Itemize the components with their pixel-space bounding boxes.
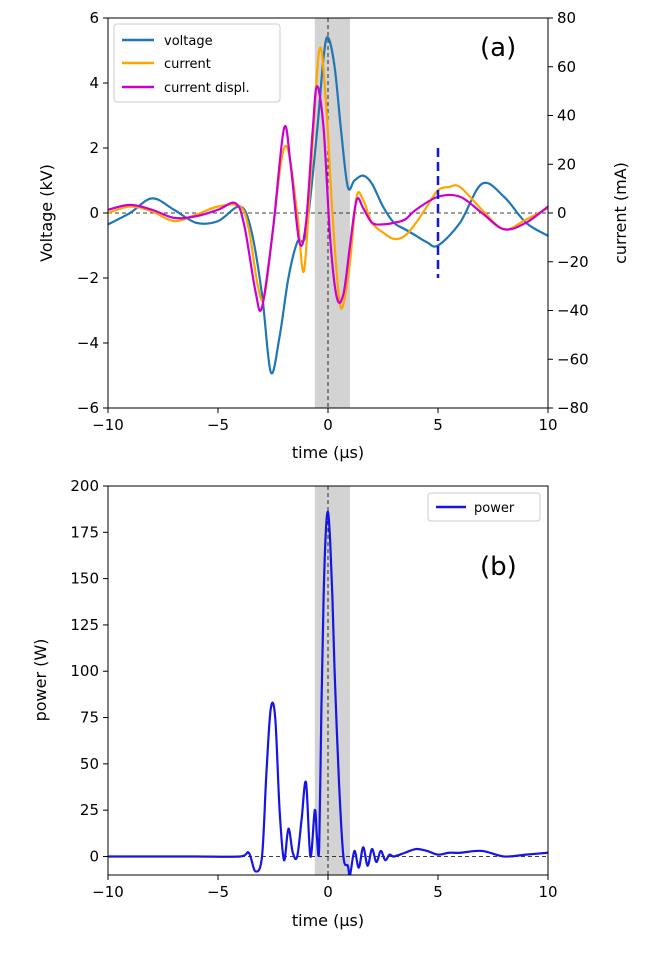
x-axis-label-a: time (μs) [292,443,364,462]
y-tick-label: 200 [70,477,99,495]
y-tick-label: 6 [89,9,99,27]
x-tick-label: 10 [538,883,557,901]
legend-b: power [427,492,541,522]
y-tick-label: 2 [89,139,99,157]
y-tick-label: −2 [77,269,99,287]
x-tick-label: −5 [207,416,229,434]
series-line-current-displ [108,85,548,313]
y-tick-label: 125 [70,616,99,634]
x-tick-label: 0 [323,416,333,434]
y2-tick-label: −40 [557,302,589,320]
x-axis-label-b: time (μs) [292,911,364,930]
panel-label-b: (b) [480,552,517,582]
y-tick-label: 4 [89,74,99,92]
y2-tick-label: 0 [557,204,567,222]
x-tick-label: 5 [433,883,443,901]
y-tick-label: 175 [70,523,99,541]
y2-tick-label: −60 [557,350,589,368]
x-tick-label: −5 [207,883,229,901]
y-axis-label-a: Voltage (kV) [37,164,56,262]
x-tick-label: 10 [538,416,557,434]
x-tick-label: 0 [323,883,333,901]
panel-label-a: (a) [480,33,516,63]
x-tick-label: −10 [92,883,124,901]
y-tick-label: −4 [77,334,99,352]
legend-box-a [113,23,281,103]
series-line-current [108,46,548,310]
y-tick-label: 50 [80,755,99,773]
y2-tick-label: 80 [557,9,576,27]
legend-a: voltage current current displ. [113,23,281,103]
y-tick-label: −6 [77,399,99,417]
y2-tick-label: 60 [557,58,576,76]
y2-axis-label-a: current (mA) [611,162,630,264]
legend-label-current-displ: current displ. [164,81,250,96]
series-line-voltage [108,36,548,375]
y-tick-label: 150 [70,570,99,588]
y-tick-label: 0 [89,204,99,222]
x-tick-label: 5 [433,416,443,434]
legend-label-current: current [164,57,211,72]
legend-label-voltage: voltage [164,34,213,49]
y-axis-label-b: power (W) [31,639,50,722]
legend-box-b [427,492,541,522]
y-tick-label: 100 [70,662,99,680]
x-tick-label: −10 [92,416,124,434]
y2-tick-label: −80 [557,399,589,417]
legend-label-power: power [474,501,515,516]
y2-tick-label: −20 [557,253,589,271]
y-tick-label: 75 [80,709,99,727]
series-line-power [108,510,548,875]
y-tick-label: 0 [89,847,99,865]
y-tick-label: 25 [80,801,99,819]
y2-tick-label: 40 [557,107,576,125]
y2-tick-label: 20 [557,155,576,173]
